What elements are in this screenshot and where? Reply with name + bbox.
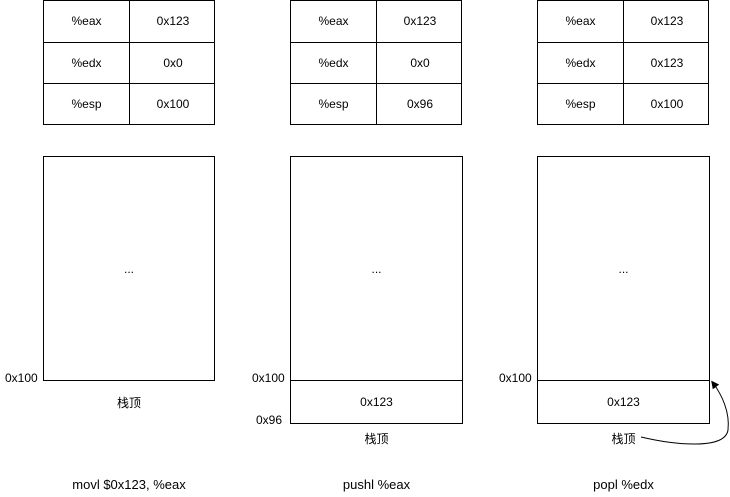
instruction-caption: popl %edx <box>593 477 654 492</box>
stack-cell-popped: 0x123 <box>537 380 710 424</box>
register-name: %eax <box>44 1 130 42</box>
register-name: %esp <box>44 84 130 125</box>
instruction-caption: pushl %eax <box>342 477 411 492</box>
register-name: %esp <box>538 84 624 125</box>
register-value: 0x0 <box>410 56 430 70</box>
register-name: %eax <box>538 1 624 42</box>
stack-cell-value: 0x123 <box>360 395 393 409</box>
address-label-top: 0x100 <box>252 371 285 385</box>
stack-cell-value: 0x123 <box>607 395 640 409</box>
stack-ellipsis: ... <box>618 262 629 276</box>
stack-ellipsis: ... <box>371 262 382 276</box>
register-value: 0x100 <box>650 97 684 111</box>
register-value: 0x123 <box>156 14 190 28</box>
register-row-edx: %edx 0x0 <box>44 42 214 84</box>
register-value: 0x100 <box>156 97 190 111</box>
register-value: 0x123 <box>650 56 684 70</box>
register-table: %eax 0x123 %edx 0x0 %esp 0x100 <box>43 0 215 125</box>
register-value: 0x0 <box>163 56 183 70</box>
register-row-eax: %eax 0x123 <box>538 1 708 42</box>
instruction-caption: movl $0x123, %eax <box>72 477 186 492</box>
register-value: 0x123 <box>403 14 437 28</box>
register-name: %edx <box>538 43 624 84</box>
stack-top-label: 栈顶 <box>116 396 141 410</box>
register-row-edx: %edx 0x123 <box>538 42 708 84</box>
register-table: %eax 0x123 %edx 0x0 %esp 0x96 <box>290 0 462 125</box>
register-name: %esp <box>291 84 377 125</box>
register-name: %edx <box>291 43 377 84</box>
address-label-top: 0x100 <box>499 371 532 385</box>
register-row-eax: %eax 0x123 <box>44 1 214 42</box>
stack-cell-pushed: 0x123 <box>290 380 463 424</box>
address-label-bottom: 0x96 <box>256 413 283 427</box>
register-row-esp: %esp 0x100 <box>44 83 214 125</box>
stack-top-label: 栈顶 <box>364 432 389 446</box>
register-name: %eax <box>291 1 377 42</box>
register-row-esp: %esp 0x100 <box>538 83 708 125</box>
register-value: 0x96 <box>406 97 434 111</box>
stack-top-label: 栈顶 <box>611 432 636 446</box>
register-table: %eax 0x123 %edx 0x123 %esp 0x100 <box>537 0 709 125</box>
stack-ellipsis: ... <box>123 262 134 276</box>
register-row-eax: %eax 0x123 <box>291 1 461 42</box>
address-label-top: 0x100 <box>5 371 38 385</box>
stack-memory: ... <box>43 156 215 381</box>
register-value: 0x123 <box>650 14 684 28</box>
register-row-esp: %esp 0x96 <box>291 83 461 125</box>
register-name: %edx <box>44 43 130 84</box>
register-row-edx: %edx 0x0 <box>291 42 461 84</box>
